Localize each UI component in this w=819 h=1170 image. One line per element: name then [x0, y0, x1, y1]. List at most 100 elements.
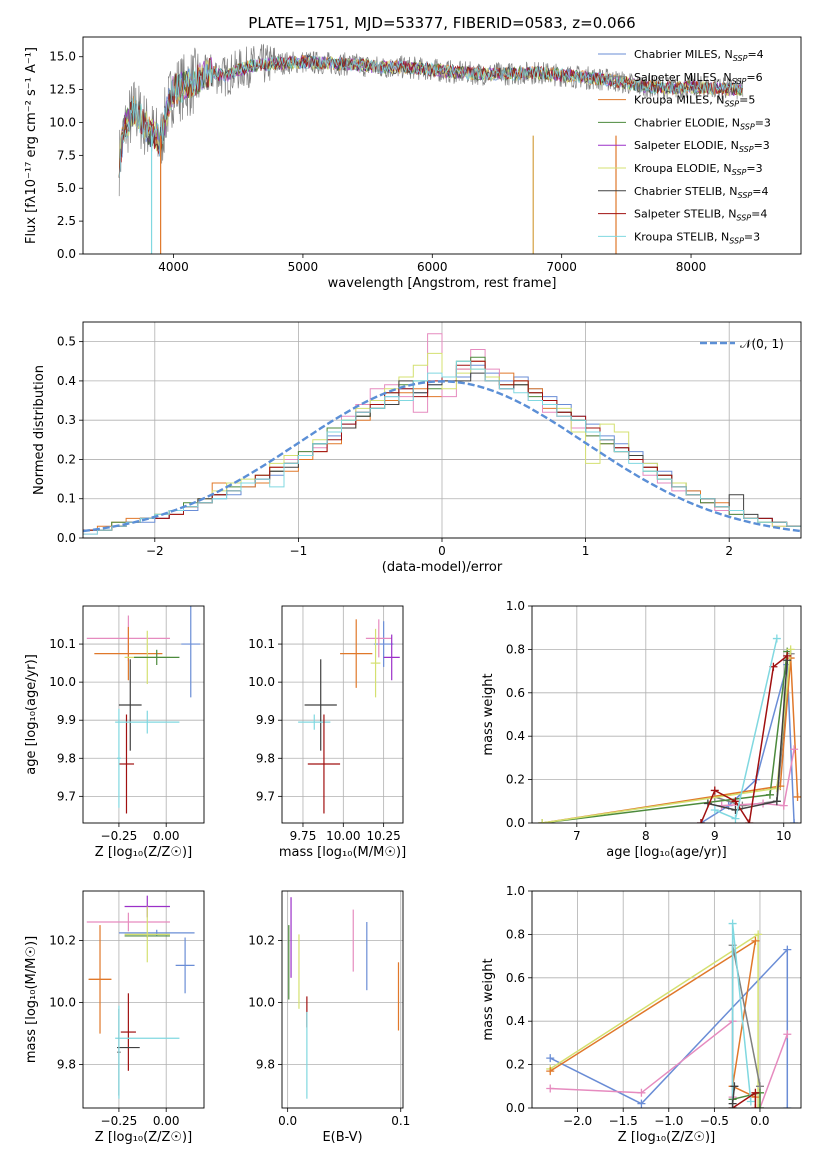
plot-area: [86, 606, 201, 814]
axes-frame: [82, 605, 205, 824]
y-tick-label: 1.0: [506, 884, 525, 898]
y-tick-label: 1.0: [506, 599, 525, 613]
plot-area: [118, 43, 744, 254]
y-axis-label: mass [log₁₀(M/M☉)]: [24, 936, 39, 1063]
x-tick-label: −1: [290, 544, 308, 558]
weight-marker: [772, 634, 781, 643]
x-tick-label: 7000: [546, 260, 577, 274]
weight-marker: [728, 919, 737, 928]
chart-mass-vs-ebv: 0.0 0.1 9.8 10.0 10.2 E(B-V): [248, 890, 410, 1145]
x-tick-label: 0.1: [391, 1114, 410, 1128]
x-tick-label: 10.00: [326, 829, 360, 843]
weight-marker: [772, 797, 781, 806]
y-tick-label: 0.0: [506, 1101, 525, 1115]
y-tick-label: 0.5: [57, 335, 76, 349]
y-tick-label: 10.2: [248, 934, 275, 948]
weight-line: [549, 939, 757, 1098]
chart-age-vs-z: −0.25 0.00 9.7 9.8 9.9 10.0 10.1 Z [log₁₀(Z/Z☉)…: [24, 605, 205, 860]
weight-marker: [783, 1030, 792, 1039]
errorbar-point: [118, 659, 142, 751]
errorbar-point: [118, 714, 135, 814]
y-tick-label: 0.0: [57, 247, 76, 261]
x-tick-label: −1.5: [609, 1114, 638, 1128]
weight-marker: [786, 645, 795, 654]
axes-frame: [82, 890, 205, 1109]
errorbar-point: [340, 619, 373, 688]
y-tick-label: 5.0: [57, 181, 76, 195]
legend-entry: 𝒩(0, 1): [740, 337, 784, 351]
x-axis-label: Z [log₁₀(Z/Z☉)]: [95, 1130, 192, 1145]
weight-marker: [755, 1104, 764, 1108]
plot-area: [546, 919, 792, 1108]
weight-marker: [710, 786, 719, 795]
x-tick-label: −0.5: [700, 1114, 729, 1128]
errorbar-point: [117, 708, 121, 808]
y-tick-label: 0.4: [506, 729, 525, 743]
errorbar-point: [365, 619, 392, 658]
y-tick-label: 0.0: [506, 816, 525, 830]
weight-marker: [751, 1104, 760, 1108]
errorbar-point: [120, 993, 136, 1071]
chart-histogram: −2 −1 0 1 2 0.0 0.1 0.2 0.3 0.4 0.5 (data-model)/er…: [32, 321, 802, 575]
y-tick-label: 0.2: [506, 1058, 525, 1072]
y-tick-label: 9.8: [256, 751, 275, 765]
x-tick-label: −2.0: [563, 1114, 592, 1128]
x-tick-label: 10: [776, 829, 791, 843]
x-tick-label: 0.0: [278, 1114, 297, 1128]
chart-mass-vs-z: −0.25 0.00 9.8 10.0 10.2 Z [log₁₀(Z/Z☉)] mass …: [24, 890, 205, 1145]
weight-marker: [783, 945, 792, 954]
axes-frame: [281, 605, 404, 824]
weight-line: [700, 655, 788, 823]
y-tick-label: 15.0: [49, 50, 76, 64]
model-spectrum-line: [118, 55, 743, 178]
y-tick-label: 0.8: [506, 642, 525, 656]
y-tick-label: 9.7: [256, 789, 275, 803]
weight-marker: [783, 1104, 792, 1108]
y-tick-label: 0.2: [57, 452, 76, 466]
weight-marker: [754, 930, 763, 939]
weight-marker: [772, 784, 781, 793]
weight-marker: [745, 819, 754, 823]
axes-frame: [531, 890, 802, 1109]
legend-entry: Kroupa MILES, NSSP=5: [634, 94, 755, 109]
y-tick-label: 0.0: [57, 531, 76, 545]
x-tick-label: −2: [146, 544, 164, 558]
x-tick-label: 1: [582, 544, 590, 558]
axes-frame: [531, 605, 802, 824]
weight-marker: [696, 819, 705, 823]
weight-marker: [765, 790, 774, 799]
errorbar-point: [298, 714, 331, 730]
errorbar-point: [181, 606, 201, 698]
weight-marker: [546, 1054, 555, 1063]
x-tick-label: 0.00: [153, 829, 180, 843]
weight-marker: [754, 1104, 763, 1108]
weight-marker: [546, 1084, 555, 1093]
legend-entry: Chabrier ELODIE, NSSP=3: [634, 116, 771, 131]
errorbar-point: [94, 626, 163, 681]
y-axis-label: Normed distribution: [32, 365, 47, 495]
x-tick-label: −1.0: [654, 1114, 683, 1128]
weight-line: [759, 1033, 789, 1108]
weight-line: [542, 651, 788, 823]
weight-marker: [751, 936, 760, 945]
y-tick-label: 10.0: [49, 996, 76, 1010]
errorbar-point: [373, 621, 394, 667]
y-tick-label: 0.1: [57, 492, 76, 506]
weight-marker: [790, 819, 799, 823]
weight-marker: [793, 792, 801, 801]
errorbar-point: [118, 929, 195, 936]
y-tick-label: 2.5: [57, 214, 76, 228]
y-tick-label: 0.4: [57, 374, 76, 388]
y-tick-label: 7.5: [57, 148, 76, 162]
legend-entry: Chabrier STELIB, NSSP=4: [634, 185, 768, 200]
legend-entry: Kroupa STELIB, NSSP=3: [634, 230, 760, 245]
y-axis-label: age [log₁₀(age/yr)]: [24, 654, 39, 775]
residual-histogram: [83, 360, 801, 535]
axes-frame: [82, 36, 802, 255]
y-tick-label: 9.8: [57, 1058, 76, 1072]
plot-area: [86, 895, 195, 1099]
weight-marker: [637, 1088, 646, 1097]
y-tick-label: 10.0: [49, 675, 76, 689]
y-tick-label: 9.8: [57, 751, 76, 765]
weight-marker: [783, 651, 792, 660]
